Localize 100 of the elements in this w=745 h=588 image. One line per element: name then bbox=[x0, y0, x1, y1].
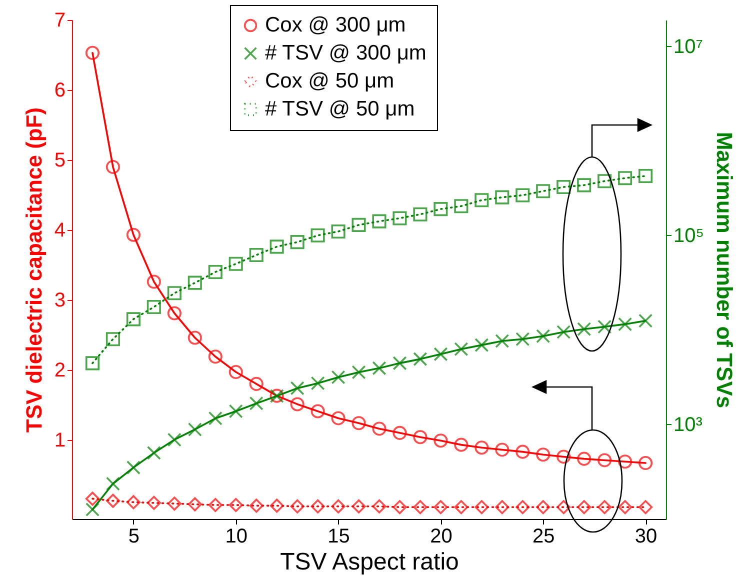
y-tick-label: 4 bbox=[54, 219, 66, 242]
point bbox=[413, 500, 428, 514]
point bbox=[618, 171, 632, 186]
point bbox=[208, 350, 222, 364]
point bbox=[474, 500, 489, 514]
y2-axis-title: Maximum number of TSVs bbox=[712, 132, 738, 408]
point bbox=[413, 352, 428, 366]
point bbox=[392, 426, 407, 440]
y-axis-title: TSV dielectric capacitance (pF) bbox=[21, 107, 46, 433]
point bbox=[618, 500, 632, 514]
point bbox=[556, 325, 571, 340]
point bbox=[352, 218, 366, 232]
point bbox=[454, 342, 468, 356]
point bbox=[208, 264, 222, 280]
point bbox=[392, 500, 407, 514]
point bbox=[249, 396, 264, 410]
point bbox=[392, 211, 407, 226]
y-tick-label: 5 bbox=[54, 149, 66, 172]
point bbox=[126, 312, 140, 326]
x-tick-label: 5 bbox=[128, 526, 140, 548]
point bbox=[290, 235, 304, 250]
x-axis-title: TSV Aspect ratio bbox=[280, 548, 459, 576]
point bbox=[331, 224, 346, 239]
point bbox=[638, 456, 653, 470]
legend-label: # TSV @ 50 μm bbox=[265, 98, 415, 120]
point bbox=[126, 228, 140, 242]
point bbox=[228, 256, 243, 271]
point bbox=[638, 314, 653, 328]
point bbox=[188, 422, 202, 437]
point bbox=[290, 499, 304, 514]
point bbox=[618, 454, 632, 469]
legend-label: Cox @ 300 μm bbox=[265, 14, 406, 36]
point bbox=[516, 500, 530, 514]
point bbox=[516, 188, 530, 202]
point bbox=[290, 397, 304, 412]
point bbox=[556, 500, 571, 514]
point bbox=[85, 502, 100, 517]
point bbox=[598, 174, 612, 188]
point bbox=[331, 499, 346, 514]
point bbox=[270, 498, 284, 513]
point bbox=[598, 500, 612, 514]
point bbox=[474, 440, 489, 455]
point bbox=[556, 450, 571, 464]
point bbox=[106, 494, 120, 508]
point bbox=[310, 376, 325, 390]
point bbox=[85, 356, 100, 370]
point bbox=[516, 444, 530, 459]
point bbox=[536, 329, 550, 344]
point bbox=[146, 300, 161, 314]
point bbox=[290, 381, 304, 396]
point bbox=[85, 492, 100, 506]
point bbox=[310, 499, 325, 514]
y-tick-label: 1 bbox=[54, 429, 66, 452]
point bbox=[434, 434, 448, 448]
point bbox=[536, 448, 550, 462]
point bbox=[598, 320, 612, 334]
point bbox=[516, 332, 530, 346]
y-tick-label: 6 bbox=[54, 79, 66, 102]
point bbox=[577, 322, 592, 336]
point bbox=[310, 404, 325, 418]
point bbox=[249, 376, 264, 391]
point bbox=[413, 430, 428, 444]
point bbox=[331, 411, 346, 426]
y-tick-label: 2 bbox=[54, 359, 66, 382]
point bbox=[146, 446, 161, 460]
point bbox=[249, 248, 264, 262]
point bbox=[454, 199, 468, 214]
point bbox=[372, 499, 386, 514]
point bbox=[618, 317, 632, 332]
point bbox=[228, 365, 243, 380]
point bbox=[331, 370, 346, 384]
point bbox=[228, 404, 243, 418]
point bbox=[188, 497, 202, 512]
point bbox=[188, 330, 202, 345]
point bbox=[106, 160, 120, 174]
x-tick-label: 10 bbox=[225, 526, 248, 548]
point bbox=[495, 334, 510, 348]
x-tick-label: 20 bbox=[430, 526, 452, 548]
point bbox=[372, 214, 386, 228]
point bbox=[372, 361, 386, 376]
point bbox=[372, 422, 386, 436]
point bbox=[167, 496, 182, 511]
point bbox=[556, 180, 571, 194]
point bbox=[249, 498, 264, 513]
y-tick-label: 3 bbox=[54, 289, 66, 312]
point bbox=[208, 498, 222, 512]
point bbox=[126, 495, 140, 510]
point bbox=[638, 500, 653, 514]
point bbox=[167, 286, 182, 300]
point bbox=[536, 184, 550, 198]
point bbox=[208, 411, 222, 426]
point bbox=[167, 306, 182, 320]
point bbox=[434, 202, 448, 216]
x-tick-label: 15 bbox=[328, 526, 350, 548]
point bbox=[536, 500, 550, 514]
point bbox=[577, 452, 592, 466]
x-tick-label: 30 bbox=[634, 526, 658, 548]
point bbox=[474, 193, 489, 208]
point bbox=[85, 46, 100, 60]
point bbox=[270, 240, 284, 254]
